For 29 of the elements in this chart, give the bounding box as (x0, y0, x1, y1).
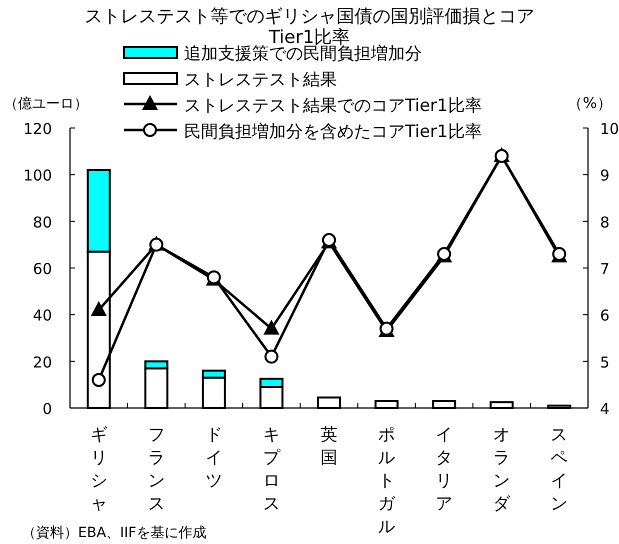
xtick: スペイン (550, 425, 568, 514)
legend-label: ストレステスト結果でのコアTier1比率 (184, 96, 482, 116)
xtick: キプロス (262, 425, 280, 514)
ytick: 120 (23, 120, 52, 138)
y2tick: 4 (600, 400, 610, 418)
ytick: 40 (32, 306, 52, 325)
ytick: 100 (23, 166, 52, 185)
annotation: （資料）EBA、IIFを基に作成 (22, 525, 206, 541)
ytick: 20 (32, 353, 52, 372)
xtick: フランス (148, 425, 165, 514)
y2label: （%） (568, 94, 612, 112)
xtick: ドイツ (205, 425, 222, 491)
xtick: 英国 (320, 425, 338, 468)
xtick: ポルトガル (378, 425, 396, 537)
ylabel: （億ユーロ） (4, 96, 88, 112)
xtick: オランダ (493, 425, 510, 514)
ytick: 0 (42, 400, 52, 418)
y2tick: 9 (600, 166, 610, 185)
legend-label: ストレステスト結果 (184, 70, 337, 90)
y2tick: 5 (600, 353, 610, 372)
ytick: 80 (32, 213, 52, 232)
xtick: イタリア (436, 425, 453, 514)
y2tick: 6 (600, 306, 610, 325)
y2tick: 10 (600, 120, 619, 138)
y2tick: 7 (600, 260, 610, 278)
legend-label: 民間負担増加分を含めたコアTier1比率 (184, 122, 482, 142)
ytick: 60 (32, 260, 52, 278)
xtick: ギリシャ (90, 425, 108, 514)
y2tick: 8 (600, 213, 610, 232)
